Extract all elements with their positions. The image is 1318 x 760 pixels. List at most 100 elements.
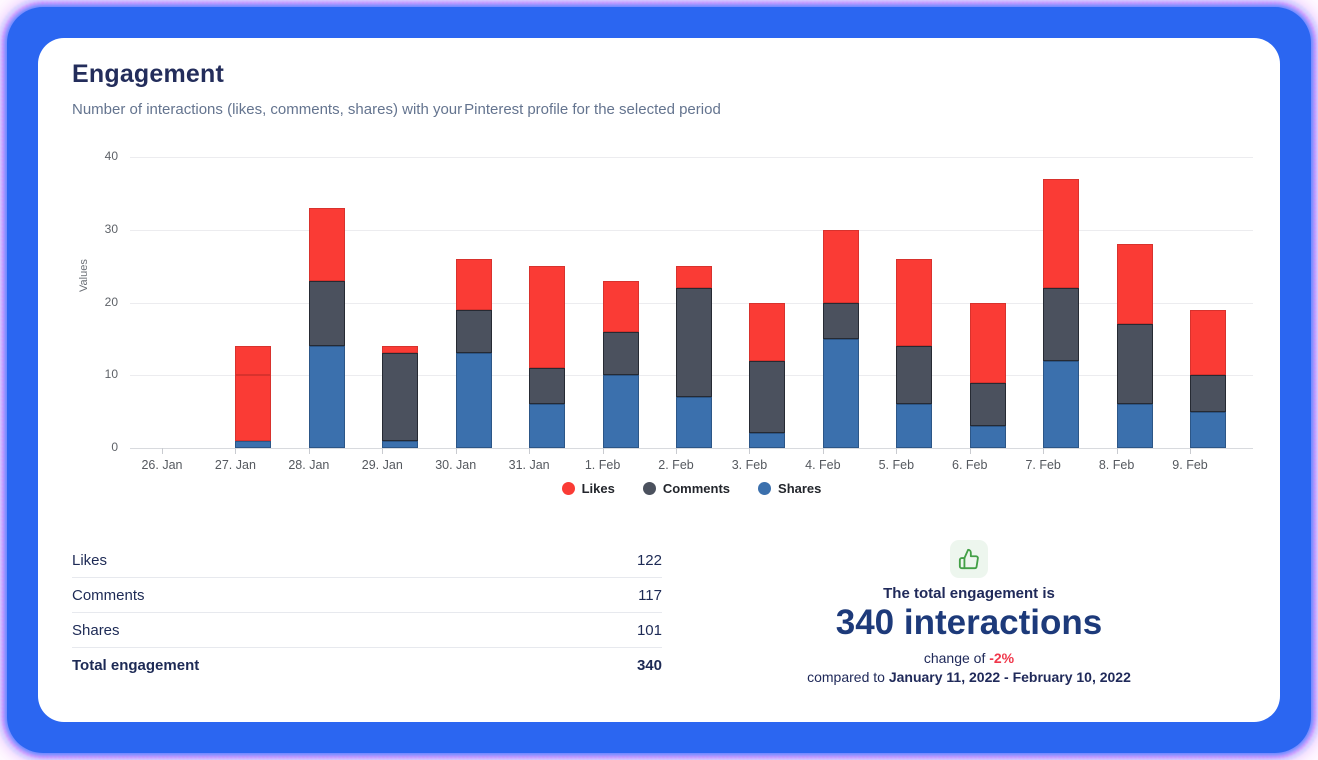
- bar-segment-likes[interactable]: [529, 266, 566, 368]
- summary-value: 117: [638, 586, 662, 604]
- x-axis-label: 1. Feb: [584, 458, 621, 472]
- x-axis-tick: [1190, 448, 1192, 454]
- x-axis-label: 31. Jan: [508, 458, 550, 472]
- bar-segment-comments[interactable]: [455, 309, 492, 354]
- bar-segment-comments[interactable]: [676, 287, 712, 398]
- summary-value: 122: [636, 551, 662, 569]
- bar-segment-likes[interactable]: [1043, 178, 1080, 288]
- legend-item-shares[interactable]: Shares: [758, 481, 821, 496]
- legend-dot: [758, 482, 772, 495]
- x-axis-label: 4. Feb: [805, 458, 841, 472]
- bar-segment-comments[interactable]: [308, 280, 345, 347]
- x-axis-label: 26. Jan: [141, 458, 183, 472]
- bar-segment-shares[interactable]: [529, 404, 566, 448]
- bar-segment-likes[interactable]: [1116, 244, 1153, 325]
- bar-segment-shares[interactable]: [235, 440, 272, 448]
- bar-segment-likes[interactable]: [308, 207, 345, 281]
- total-engagement-block: The total engagement is 340 interactions…: [768, 540, 1170, 685]
- thumbs-up-icon: [950, 540, 988, 578]
- bar-segment-likes[interactable]: [382, 346, 419, 354]
- x-axis-tick: [382, 448, 384, 454]
- bar-segment-shares[interactable]: [896, 404, 933, 448]
- x-axis-label: 27. Jan: [214, 458, 256, 472]
- bar-segment-shares[interactable]: [602, 375, 639, 448]
- x-axis-label: 28. Jan: [288, 458, 330, 472]
- bar-segment-likes[interactable]: [676, 266, 712, 288]
- bar-segment-shares[interactable]: [1043, 360, 1080, 448]
- bar-segment-comments[interactable]: [749, 360, 786, 434]
- legend-item-likes[interactable]: Likes: [561, 481, 615, 496]
- y-tick-label: 30: [104, 221, 118, 236]
- bar-segment-comments[interactable]: [235, 375, 272, 441]
- x-axis-label: 30. Jan: [435, 458, 477, 472]
- grid-line: [130, 157, 1253, 158]
- grid-line: [130, 229, 1253, 231]
- summary-label: Comments: [72, 586, 145, 604]
- bar-segment-shares[interactable]: [1190, 411, 1227, 448]
- x-axis-tick: [602, 448, 604, 454]
- bar-segment-shares[interactable]: [308, 346, 345, 448]
- x-axis-label: 5. Feb: [878, 458, 915, 472]
- chart-legend: Likes Comments Shares: [130, 481, 1253, 496]
- bar-segment-shares[interactable]: [1116, 404, 1153, 448]
- y-tick-label: 20: [104, 294, 118, 309]
- change-prefix: change of: [923, 650, 986, 666]
- grid-line: [130, 448, 1253, 449]
- bar-segment-comments[interactable]: [529, 367, 566, 405]
- bar-segment-likes[interactable]: [602, 280, 639, 332]
- x-axis-tick: [822, 448, 824, 454]
- bar-segment-shares[interactable]: [822, 338, 859, 448]
- y-tick-label: 10: [104, 367, 118, 382]
- bar-segment-likes[interactable]: [235, 346, 272, 376]
- bar-segment-shares[interactable]: [969, 426, 1006, 448]
- bar-segment-comments[interactable]: [1190, 375, 1227, 412]
- brand-name: Pinterest: [464, 101, 524, 118]
- bar-segment-comments[interactable]: [822, 302, 859, 339]
- bar-segment-likes[interactable]: [1190, 309, 1227, 376]
- bar-segment-comments[interactable]: [602, 331, 639, 376]
- bar-segment-likes[interactable]: [822, 229, 859, 303]
- x-axis-tick: [1043, 448, 1045, 454]
- bar-segment-comments[interactable]: [1116, 324, 1153, 405]
- x-axis-label: 6. Feb: [952, 458, 988, 472]
- bar-segment-shares[interactable]: [676, 397, 712, 448]
- bar-segment-shares[interactable]: [382, 440, 419, 448]
- legend-dot: [561, 482, 575, 495]
- summary-row-comments: Comments 117: [72, 578, 662, 613]
- bar-segment-likes[interactable]: [896, 258, 933, 347]
- summary-label: Likes: [72, 551, 108, 569]
- bar-segment-comments[interactable]: [1043, 287, 1080, 361]
- compare-prefix: compared to: [807, 669, 885, 685]
- bar-segment-comments[interactable]: [382, 353, 419, 441]
- x-axis-label: 3. Feb: [731, 458, 768, 472]
- subtitle-suffix: profile for the selected period: [527, 101, 721, 118]
- legend-label: Comments: [662, 481, 731, 496]
- total-interactions-value: 340 interactions: [835, 603, 1103, 642]
- bar-segment-likes[interactable]: [455, 258, 492, 310]
- summary-row-shares: Shares 101: [72, 613, 662, 648]
- bar-segment-comments[interactable]: [969, 382, 1006, 427]
- x-axis-tick: [749, 448, 751, 454]
- summary-label: Total engagement: [72, 657, 200, 674]
- bar-segment-shares[interactable]: [455, 353, 492, 448]
- change-line: change of -2%: [768, 650, 1170, 666]
- x-axis-tick: [969, 448, 971, 454]
- bar-segment-comments[interactable]: [896, 346, 933, 405]
- subtitle-prefix: Number of interactions (likes, comments,…: [72, 101, 463, 118]
- x-axis-tick: [162, 448, 163, 454]
- summary-value: 340: [636, 657, 662, 674]
- bar-segment-likes[interactable]: [969, 302, 1006, 383]
- summary-table: Likes 122 Comments 117 Shares 101 Total engage…: [72, 543, 662, 683]
- y-tick-label: 0: [111, 440, 118, 454]
- x-axis-tick: [235, 448, 237, 454]
- x-axis-tick: [455, 448, 457, 454]
- legend-dot: [642, 482, 656, 495]
- summary-row-total-engagement: Total engagement 340: [72, 648, 662, 683]
- bar-segment-likes[interactable]: [749, 302, 786, 361]
- y-axis-title: Values: [78, 259, 90, 292]
- bar-segment-shares[interactable]: [749, 433, 786, 448]
- x-axis-tick: [308, 448, 310, 454]
- legend-item-comments[interactable]: Comments: [642, 481, 731, 496]
- compare-date-range: January 11, 2022 - February 10, 2022: [888, 669, 1131, 685]
